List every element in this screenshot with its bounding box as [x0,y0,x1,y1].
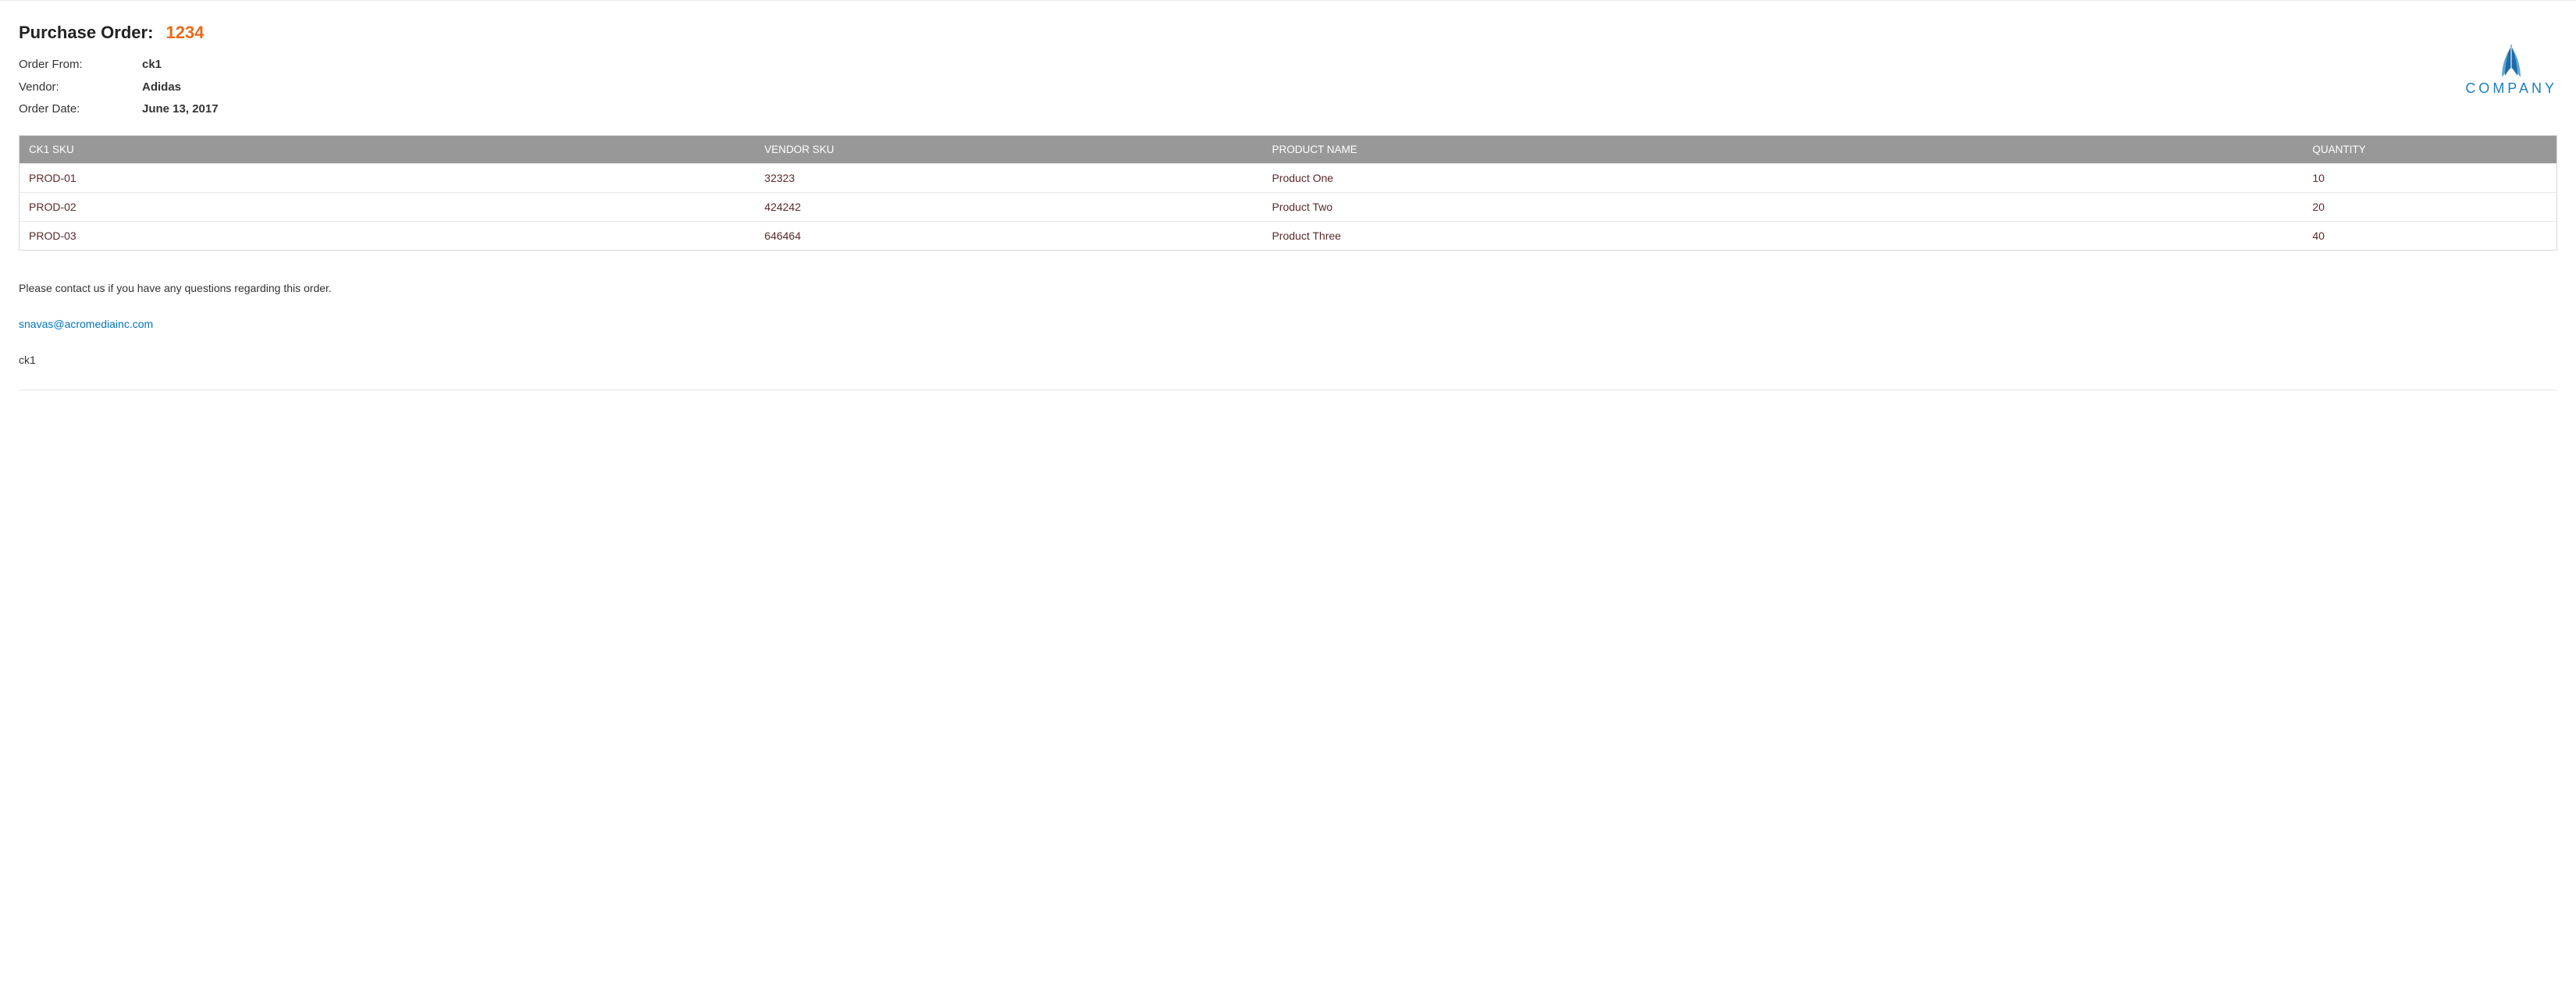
cell-ck1-sku: PROD-02 [20,192,756,221]
table-header-row: CK1 SKU VENDOR SKU PRODUCT NAME QUANTITY [20,135,2557,163]
vendor-label: Vendor: [19,76,142,99]
products-table: CK1 SKU VENDOR SKU PRODUCT NAME QUANTITY… [19,135,2557,251]
cell-vendor-sku: 646464 [755,221,1262,250]
header-block: Purchase Order: 1234 Order From: ck1 Ven… [0,1,2576,135]
footer-block: Please contact us if you have any questi… [0,251,2576,409]
cell-vendor-sku: 32323 [755,163,1262,192]
header-left: Purchase Order: 1234 Order From: ck1 Ven… [19,23,219,121]
table-row: PROD-01 32323 Product One 10 [20,163,2557,192]
col-header-vendor-sku: VENDOR SKU [755,135,1262,163]
cell-vendor-sku: 424242 [755,192,1262,221]
company-logo: COMPANY [2465,44,2557,97]
order-date-label: Order Date: [19,98,142,121]
col-header-ck1-sku: CK1 SKU [20,135,756,163]
meta-order-date: Order Date: June 13, 2017 [19,98,219,121]
cell-ck1-sku: PROD-03 [20,221,756,250]
meta-order-from: Order From: ck1 [19,54,219,76]
order-from-label: Order From: [19,54,142,76]
page-title: Purchase Order: 1234 [19,23,219,43]
meta-vendor: Vendor: Adidas [19,76,219,99]
company-logo-text: COMPANY [2465,80,2557,97]
products-table-wrap: CK1 SKU VENDOR SKU PRODUCT NAME QUANTITY… [0,135,2576,251]
contact-line: Please contact us if you have any questi… [19,282,2557,294]
cell-product-name: Product One [1262,163,2303,192]
cell-quantity: 10 [2303,163,2556,192]
cell-product-name: Product Three [1262,221,2303,250]
col-header-quantity: QUANTITY [2303,135,2556,163]
cell-quantity: 20 [2303,192,2556,221]
vendor-value: Adidas [142,76,181,99]
products-table-body: PROD-01 32323 Product One 10 PROD-02 424… [20,163,2557,250]
col-header-product-name: PRODUCT NAME [1262,135,2303,163]
cell-quantity: 40 [2303,221,2556,250]
contact-email-link[interactable]: snavas@acromediainc.com [19,318,153,330]
cell-product-name: Product Two [1262,192,2303,221]
signature: ck1 [19,354,2557,366]
products-table-head: CK1 SKU VENDOR SKU PRODUCT NAME QUANTITY [20,135,2557,163]
po-title-label: Purchase Order: [19,23,153,42]
purchase-order-page: Purchase Order: 1234 Order From: ck1 Ven… [0,0,2576,409]
cell-ck1-sku: PROD-01 [20,163,756,192]
po-number: 1234 [166,23,205,42]
table-row: PROD-02 424242 Product Two 20 [20,192,2557,221]
company-logo-icon [2489,44,2533,79]
order-date-value: June 13, 2017 [142,98,219,121]
table-row: PROD-03 646464 Product Three 40 [20,221,2557,250]
order-from-value: ck1 [142,54,162,76]
